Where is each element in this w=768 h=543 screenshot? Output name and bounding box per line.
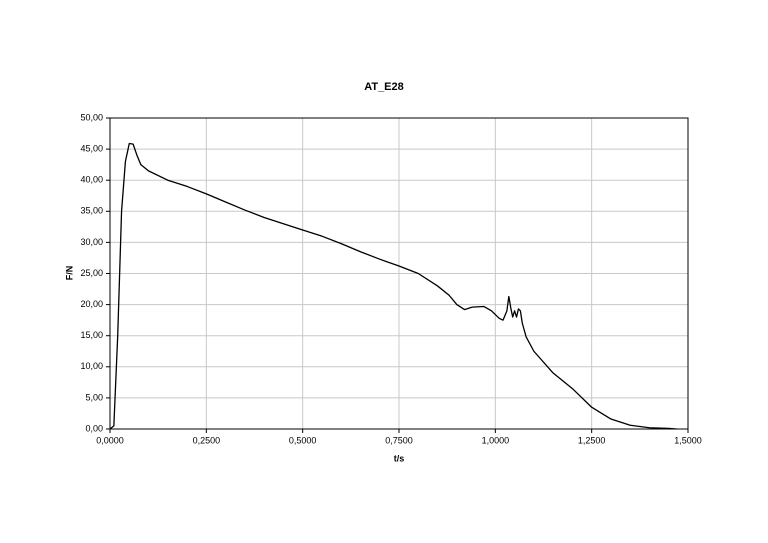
x-tick-label: 0,7500 bbox=[385, 435, 413, 445]
y-tick-label: 35,00 bbox=[80, 206, 103, 216]
x-axis-label: t/s bbox=[394, 453, 405, 463]
plot-frame bbox=[109, 117, 689, 430]
y-tick-label: 45,00 bbox=[80, 143, 103, 153]
y-tick-label: 50,00 bbox=[80, 112, 103, 122]
y-tick-label: 15,00 bbox=[80, 330, 103, 340]
x-tick-label: 1,5000 bbox=[674, 435, 702, 445]
chart-title: AT_E28 bbox=[364, 81, 404, 93]
y-tick-label: 10,00 bbox=[80, 361, 103, 371]
y-tick-label: 5,00 bbox=[85, 392, 103, 402]
y-tick-label: 40,00 bbox=[80, 175, 103, 185]
x-tick-label: 1,0000 bbox=[482, 435, 510, 445]
x-tick-label: 1,2500 bbox=[578, 435, 606, 445]
data-line bbox=[109, 142, 677, 430]
y-tick-label: 20,00 bbox=[80, 299, 103, 309]
x-tick-label: 0,5000 bbox=[289, 435, 317, 445]
y-tick-label: 0,00 bbox=[85, 423, 103, 433]
x-tick-label: 0,0000 bbox=[96, 435, 124, 445]
y-axis-label: F/N bbox=[64, 266, 74, 281]
x-tick-label: 0,2500 bbox=[193, 435, 221, 445]
y-tick-label: 25,00 bbox=[80, 268, 103, 278]
y-tick-label: 30,00 bbox=[80, 237, 103, 247]
